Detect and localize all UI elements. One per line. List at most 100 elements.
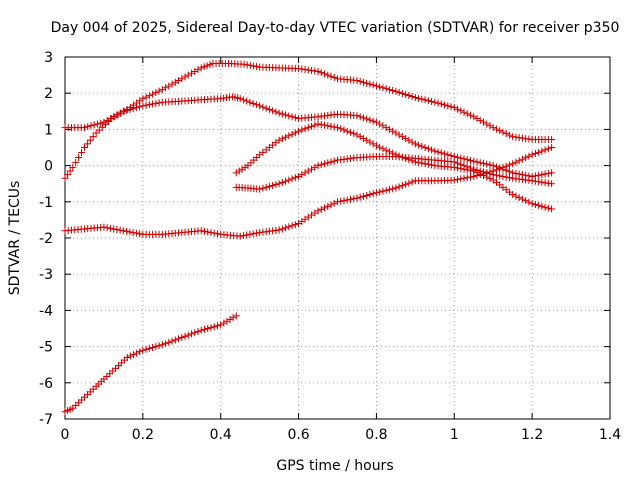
data-point xyxy=(278,225,286,233)
data-point xyxy=(346,128,354,136)
data-point xyxy=(321,70,329,78)
data-point xyxy=(282,133,290,141)
data-point xyxy=(528,151,536,159)
y-tick-label: -4 xyxy=(39,303,53,319)
data-point xyxy=(479,159,487,167)
data-point xyxy=(178,334,186,342)
data-point xyxy=(447,103,455,111)
data-point xyxy=(155,99,163,107)
data-point xyxy=(515,157,523,165)
data-point xyxy=(86,136,94,144)
data-point xyxy=(188,69,196,77)
y-tick-label: 0 xyxy=(44,159,53,175)
data-point xyxy=(369,140,377,148)
data-point xyxy=(548,205,556,213)
data-point xyxy=(366,138,374,146)
data-point xyxy=(98,123,106,131)
data-point xyxy=(252,229,260,237)
data-point xyxy=(395,88,403,96)
data-point xyxy=(314,207,322,215)
series-track-4 xyxy=(232,153,556,193)
data-point xyxy=(548,144,556,151)
data-point xyxy=(200,325,208,333)
data-point xyxy=(229,314,237,322)
y-tick-label: -6 xyxy=(39,376,53,392)
data-point xyxy=(256,102,264,110)
data-point xyxy=(119,227,127,235)
data-point xyxy=(243,231,251,239)
data-point xyxy=(246,230,254,238)
x-tick-label: 0 xyxy=(61,427,70,443)
data-point xyxy=(152,99,160,107)
data-point xyxy=(200,227,208,235)
data-point xyxy=(366,116,374,124)
data-point xyxy=(184,71,192,79)
data-point xyxy=(463,110,471,118)
data-point xyxy=(450,158,458,166)
data-point xyxy=(236,95,244,103)
data-point xyxy=(262,183,270,191)
data-point xyxy=(272,108,280,116)
data-point xyxy=(89,133,97,141)
data-point xyxy=(314,120,322,128)
data-point xyxy=(282,224,290,232)
data-point xyxy=(168,80,176,88)
data-point xyxy=(470,157,478,165)
data-point xyxy=(398,89,406,97)
data-point xyxy=(460,155,468,163)
data-point xyxy=(467,156,475,164)
data-point xyxy=(518,155,526,163)
data-point xyxy=(145,92,153,100)
data-point xyxy=(454,105,462,113)
data-point xyxy=(136,230,144,238)
data-point xyxy=(522,197,530,205)
data-point xyxy=(337,125,345,133)
data-point xyxy=(548,136,556,144)
data-point xyxy=(476,171,484,179)
data-point xyxy=(288,113,296,121)
data-point xyxy=(235,167,243,175)
data-point xyxy=(531,201,539,209)
data-point xyxy=(308,122,316,130)
data-point xyxy=(363,115,371,123)
data-point xyxy=(80,144,88,151)
data-point xyxy=(90,121,98,129)
data-point xyxy=(116,226,124,234)
data-point xyxy=(158,86,166,94)
data-point xyxy=(389,185,397,193)
data-point xyxy=(265,182,273,190)
data-point xyxy=(457,154,465,162)
data-point xyxy=(298,171,306,179)
data-point xyxy=(139,95,147,103)
data-point xyxy=(324,71,332,79)
data-point xyxy=(126,352,134,360)
data-point xyxy=(450,176,458,184)
data-point xyxy=(181,332,189,340)
data-point xyxy=(359,114,367,122)
data-point xyxy=(454,159,462,167)
data-point xyxy=(463,174,471,182)
y-tick-label: 2 xyxy=(44,86,53,102)
data-point xyxy=(314,67,322,75)
data-point xyxy=(136,103,144,111)
data-point xyxy=(207,324,215,332)
data-point xyxy=(535,148,543,156)
x-tick-label: 0.4 xyxy=(210,427,232,443)
data-point xyxy=(288,130,296,138)
data-point xyxy=(92,129,100,137)
data-point xyxy=(223,317,231,325)
x-tick-label: 0.2 xyxy=(132,427,154,443)
data-point xyxy=(454,175,462,183)
data-point xyxy=(298,126,306,134)
data-series xyxy=(61,60,556,416)
data-point xyxy=(395,183,403,191)
data-point xyxy=(467,164,475,172)
data-point xyxy=(69,163,77,171)
y-tick-label: -7 xyxy=(39,412,53,428)
data-point xyxy=(272,181,280,189)
data-point xyxy=(424,145,432,153)
data-point xyxy=(518,195,526,203)
x-tick-label: 0.6 xyxy=(287,427,309,443)
data-point xyxy=(476,116,484,124)
data-point xyxy=(275,109,283,117)
